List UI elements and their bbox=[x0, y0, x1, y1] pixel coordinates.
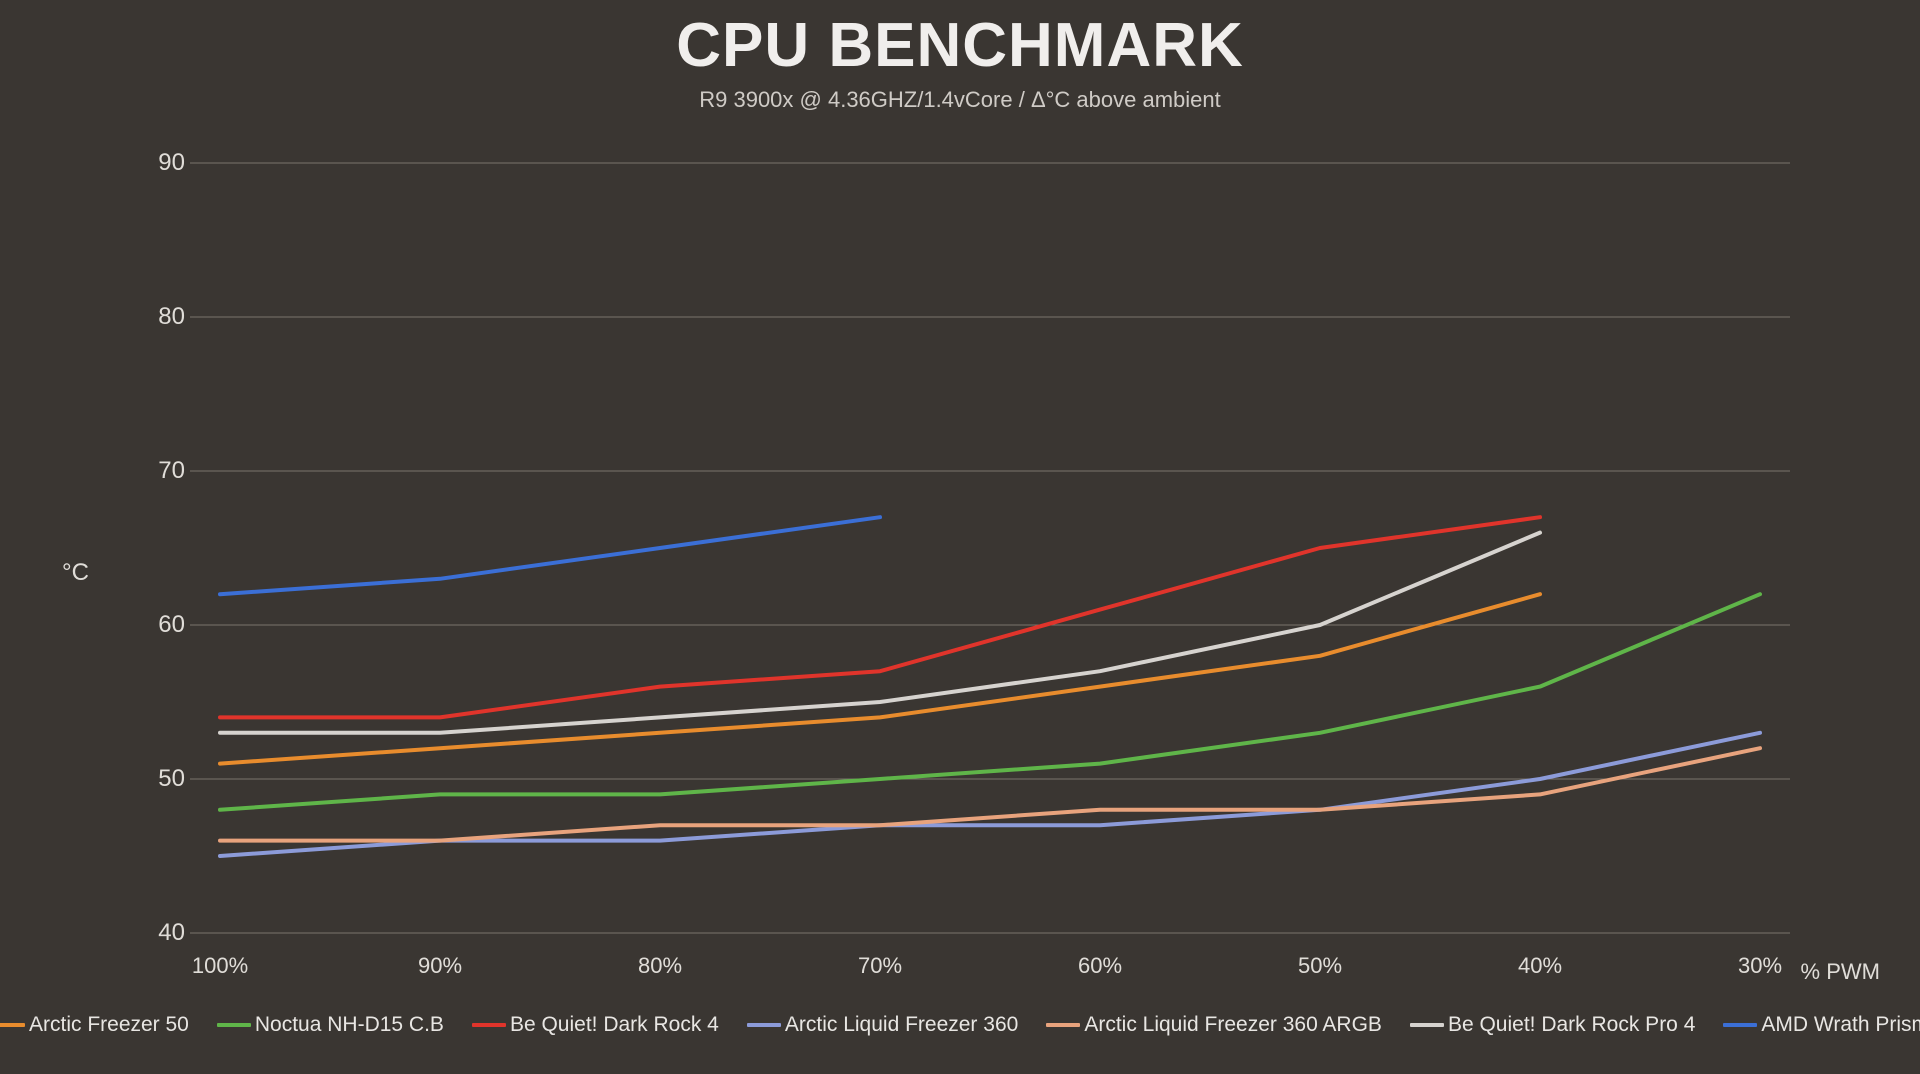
x-tick-label: 70% bbox=[858, 953, 902, 979]
x-tick-label: 90% bbox=[418, 953, 462, 979]
legend-swatch bbox=[472, 1023, 506, 1027]
legend-swatch bbox=[217, 1023, 251, 1027]
x-tick-label: 30% bbox=[1738, 953, 1782, 979]
chart-subtitle: R9 3900x @ 4.36GHZ/1.4vCore / Δ°C above … bbox=[0, 87, 1920, 113]
legend-label: Arctic Freezer 50 bbox=[29, 1013, 189, 1037]
y-tick-label: 90 bbox=[125, 149, 185, 177]
x-tick-label: 60% bbox=[1078, 953, 1122, 979]
legend-item: Arctic Freezer 50 bbox=[0, 1013, 189, 1037]
legend-item: Be Quiet! Dark Rock 4 bbox=[472, 1013, 719, 1037]
x-tick-label: 40% bbox=[1518, 953, 1562, 979]
legend-swatch bbox=[747, 1023, 781, 1027]
legend: Arctic Freezer 50 Noctua NH-D15 C.B Be Qui… bbox=[0, 1013, 1920, 1037]
legend-label: Arctic Liquid Freezer 360 ARGB bbox=[1084, 1013, 1382, 1037]
x-tick-label: 100% bbox=[192, 953, 248, 979]
series-line bbox=[220, 533, 1540, 733]
legend-label: Be Quiet! Dark Rock Pro 4 bbox=[1448, 1013, 1695, 1037]
legend-label: AMD Wrath Prism bbox=[1761, 1013, 1920, 1037]
series-line bbox=[220, 594, 1540, 763]
x-tick-label: 50% bbox=[1298, 953, 1342, 979]
legend-item: Arctic Liquid Freezer 360 ARGB bbox=[1046, 1013, 1382, 1037]
legend-item: Arctic Liquid Freezer 360 bbox=[747, 1013, 1018, 1037]
y-tick-label: 40 bbox=[125, 919, 185, 947]
legend-label: Arctic Liquid Freezer 360 bbox=[785, 1013, 1018, 1037]
legend-swatch bbox=[0, 1023, 25, 1027]
y-tick-label: 50 bbox=[125, 765, 185, 793]
y-tick-label: 70 bbox=[125, 457, 185, 485]
legend-swatch bbox=[1723, 1023, 1757, 1027]
chart-svg bbox=[0, 133, 1920, 1013]
chart-title: CPU BENCHMARK bbox=[0, 0, 1920, 81]
legend-item: Be Quiet! Dark Rock Pro 4 bbox=[1410, 1013, 1695, 1037]
legend-item: AMD Wrath Prism bbox=[1723, 1013, 1920, 1037]
y-tick-label: 60 bbox=[125, 611, 185, 639]
series-line bbox=[220, 517, 880, 594]
legend-swatch bbox=[1046, 1023, 1080, 1027]
legend-item: Noctua NH-D15 C.B bbox=[217, 1013, 444, 1037]
legend-label: Be Quiet! Dark Rock 4 bbox=[510, 1013, 719, 1037]
chart-area: °C % PWM 405060708090100%90%80%70%60%50%… bbox=[0, 133, 1920, 1013]
x-tick-label: 80% bbox=[638, 953, 682, 979]
legend-label: Noctua NH-D15 C.B bbox=[255, 1013, 444, 1037]
legend-swatch bbox=[1410, 1023, 1444, 1027]
y-tick-label: 80 bbox=[125, 303, 185, 331]
